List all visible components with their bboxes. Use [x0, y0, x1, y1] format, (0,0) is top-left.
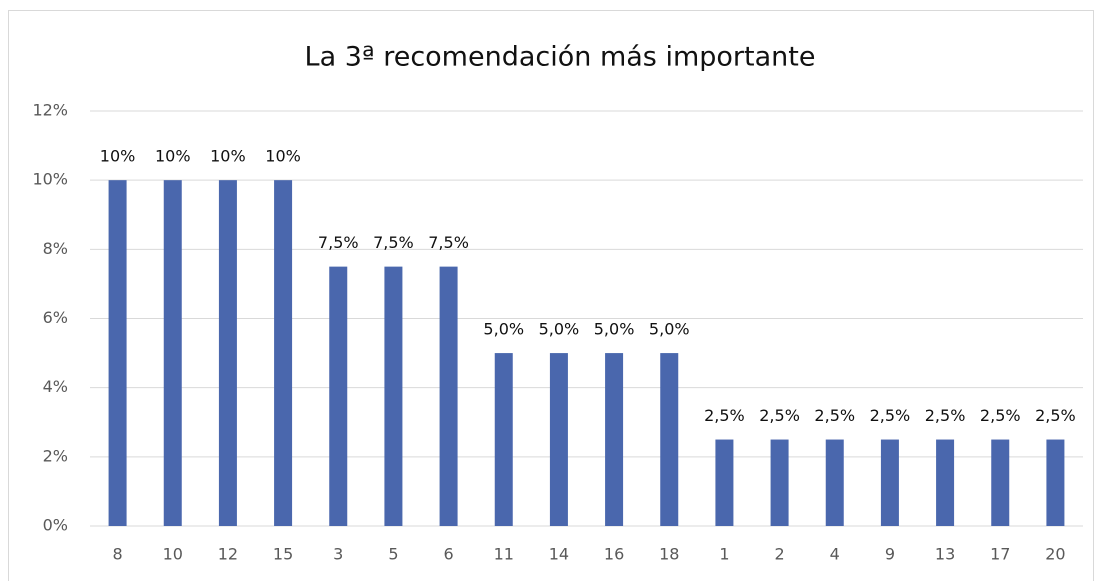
bar [218, 180, 237, 526]
x-tick-label: 8 [112, 545, 122, 564]
x-tick-label: 5 [388, 545, 398, 564]
value-label: 7,5% [428, 233, 469, 252]
value-label: 2,5% [704, 406, 745, 425]
value-label: 10% [155, 147, 191, 166]
bar [384, 266, 403, 526]
bar [108, 180, 127, 526]
value-label: 10% [265, 147, 301, 166]
x-tick-label: 3 [333, 545, 343, 564]
value-label: 5,0% [539, 320, 580, 339]
x-tick-label: 16 [604, 545, 624, 564]
x-tick-label: 13 [935, 545, 955, 564]
value-label: 2,5% [925, 406, 966, 425]
x-tick-label: 4 [830, 545, 840, 564]
value-label: 10% [100, 147, 136, 166]
value-label: 10% [210, 147, 246, 166]
x-tick-label: 6 [443, 545, 453, 564]
value-label: 2,5% [814, 406, 855, 425]
bar [991, 439, 1010, 526]
x-tick-label: 12 [218, 545, 238, 564]
value-label: 2,5% [1035, 406, 1076, 425]
bar [494, 353, 513, 526]
x-tick-label: 1 [719, 545, 729, 564]
bar [880, 439, 899, 526]
bar [329, 266, 348, 526]
bar [770, 439, 789, 526]
bar [825, 439, 844, 526]
bar [163, 180, 182, 526]
x-tick-label: 10 [163, 545, 183, 564]
value-label: 5,0% [594, 320, 635, 339]
bar [274, 180, 293, 526]
x-tick-label: 20 [1045, 545, 1065, 564]
value-label: 7,5% [373, 233, 414, 252]
y-tick-label: 10% [32, 170, 68, 189]
value-label: 2,5% [980, 406, 1021, 425]
x-tick-label: 9 [885, 545, 895, 564]
bar [439, 266, 458, 526]
y-tick-label: 4% [43, 377, 68, 396]
y-tick-label: 0% [43, 516, 68, 535]
x-tick-label: 17 [990, 545, 1010, 564]
y-tick-label: 2% [43, 446, 68, 465]
x-tick-label: 18 [659, 545, 679, 564]
value-label: 2,5% [870, 406, 911, 425]
chart-title: La 3ª recomendación más importante [305, 42, 816, 73]
x-tick-label: 15 [273, 545, 293, 564]
value-label: 5,0% [649, 320, 690, 339]
y-tick-label: 8% [43, 239, 68, 258]
y-tick-label: 12% [32, 101, 68, 120]
value-label: 5,0% [483, 320, 524, 339]
bar [1046, 439, 1065, 526]
x-tick-label: 2 [774, 545, 784, 564]
x-tick-label: 14 [549, 545, 569, 564]
bar [549, 353, 568, 526]
x-tick-label: 11 [494, 545, 514, 564]
value-label: 2,5% [759, 406, 800, 425]
y-tick-label: 6% [43, 308, 68, 327]
bar [936, 439, 955, 526]
bar [660, 353, 679, 526]
bar [605, 353, 624, 526]
value-label: 7,5% [318, 233, 359, 252]
bar [715, 439, 734, 526]
